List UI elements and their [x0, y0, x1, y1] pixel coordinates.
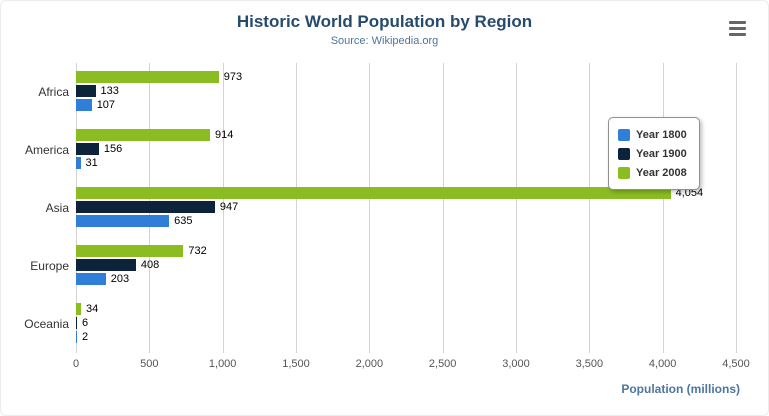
bar-asia-year-2008[interactable]: [76, 187, 671, 199]
legend-item-year-2008[interactable]: Year 2008: [618, 163, 687, 182]
gridline: [589, 63, 591, 353]
bar-asia-year-1900[interactable]: [76, 201, 215, 213]
x-axis-tick-label: 4,500: [722, 358, 750, 370]
x-axis-tick-label: 2,500: [428, 358, 457, 370]
bar-value-label: 408: [140, 259, 160, 271]
x-axis-title: Population (millions): [621, 382, 740, 396]
bar-value-label: 107: [96, 99, 116, 111]
x-axis-tick-label: 500: [140, 358, 159, 370]
bar-value-label: 4,054: [675, 187, 704, 199]
chart-subtitle: Source: Wikipedia.org: [330, 35, 439, 47]
gridline: [736, 63, 737, 353]
category-label-asia: Asia: [45, 201, 69, 215]
bar-africa-year-2008[interactable]: [76, 71, 219, 83]
bar-value-label: 947: [219, 201, 239, 213]
bar-value-label: 973: [223, 71, 243, 83]
bar-america-year-1900[interactable]: [76, 143, 99, 155]
bar-africa-year-1900[interactable]: [76, 85, 96, 97]
x-axis-tick-label: 0: [72, 358, 80, 370]
category-label-africa: Africa: [38, 85, 69, 99]
legend-swatch: [618, 166, 630, 179]
x-axis-tick-label: 3,000: [502, 358, 530, 370]
hamburger-menu-icon[interactable]: [729, 21, 746, 39]
bar-value-label: 732: [188, 245, 207, 257]
bar-value-label: 34: [85, 303, 99, 315]
x-axis-tick-label: 3,500: [575, 358, 604, 370]
legend: Year 1800 Year 1900 Year 2008: [608, 117, 700, 190]
legend-label: Year 1800: [636, 128, 687, 141]
bar-europe-year-2008[interactable]: [76, 245, 184, 257]
gridline: [516, 63, 517, 353]
category-label-america: America: [24, 143, 69, 157]
bar-europe-year-1900[interactable]: [76, 259, 136, 271]
category-label-europe: Europe: [30, 259, 69, 273]
x-axis-tick-label: 1,500: [282, 358, 310, 370]
bar-value-label: 6: [82, 317, 89, 329]
legend-swatch: [618, 128, 630, 141]
bar-america-year-2008[interactable]: [76, 129, 211, 141]
gridline: [442, 63, 444, 353]
bar-oceania-year-1800[interactable]: [76, 331, 77, 343]
gridline: [369, 63, 371, 353]
hamburger-line: [729, 33, 746, 36]
bar-value-label: 133: [100, 85, 119, 97]
bar-asia-year-1800[interactable]: [76, 215, 170, 227]
y-axis-category-labels: Africa America Asia Europe Oceania: [1, 63, 69, 353]
legend-swatch: [618, 147, 630, 160]
bar-value-label: 156: [103, 143, 123, 155]
bar-value-label: 31: [85, 157, 98, 169]
legend-item-year-1800[interactable]: Year 1800: [618, 125, 687, 144]
bar-value-label: 635: [174, 215, 193, 227]
bar-europe-year-1800[interactable]: [76, 273, 106, 285]
gridline: [222, 63, 224, 353]
legend-item-year-1900[interactable]: Year 1900: [618, 144, 687, 163]
hamburger-line: [729, 27, 746, 30]
x-axis-tick-labels: 0 500 1,000 1,500 2,000 2,500 3,000 3,500 4,000 4…: [72, 358, 756, 372]
x-axis-tick-label: 1,000: [208, 358, 237, 370]
bar-oceania-year-2008[interactable]: [76, 303, 81, 315]
plot-area: 973 133 107 914 156 31 4,054 947 635 732 408 203 34 6…: [76, 63, 737, 353]
x-axis-tick-label: 2,000: [355, 358, 384, 370]
legend-label: Year 2008: [636, 166, 687, 179]
bar-value-label: 203: [110, 273, 130, 285]
bar-africa-year-1800[interactable]: [76, 99, 92, 111]
gridline: [662, 63, 664, 353]
category-label-oceania: Oceania: [24, 317, 69, 331]
chart-title: Historic World Population by Region: [236, 12, 533, 31]
gridline: [296, 63, 297, 353]
legend-label: Year 1900: [636, 147, 687, 160]
bar-oceania-year-1900[interactable]: [76, 317, 77, 329]
bar-value-label: 2: [82, 331, 89, 343]
bar-value-label: 914: [215, 129, 234, 141]
hamburger-line: [729, 21, 746, 24]
x-axis-tick-label: 4,000: [648, 358, 677, 370]
bar-america-year-1800[interactable]: [76, 157, 81, 169]
